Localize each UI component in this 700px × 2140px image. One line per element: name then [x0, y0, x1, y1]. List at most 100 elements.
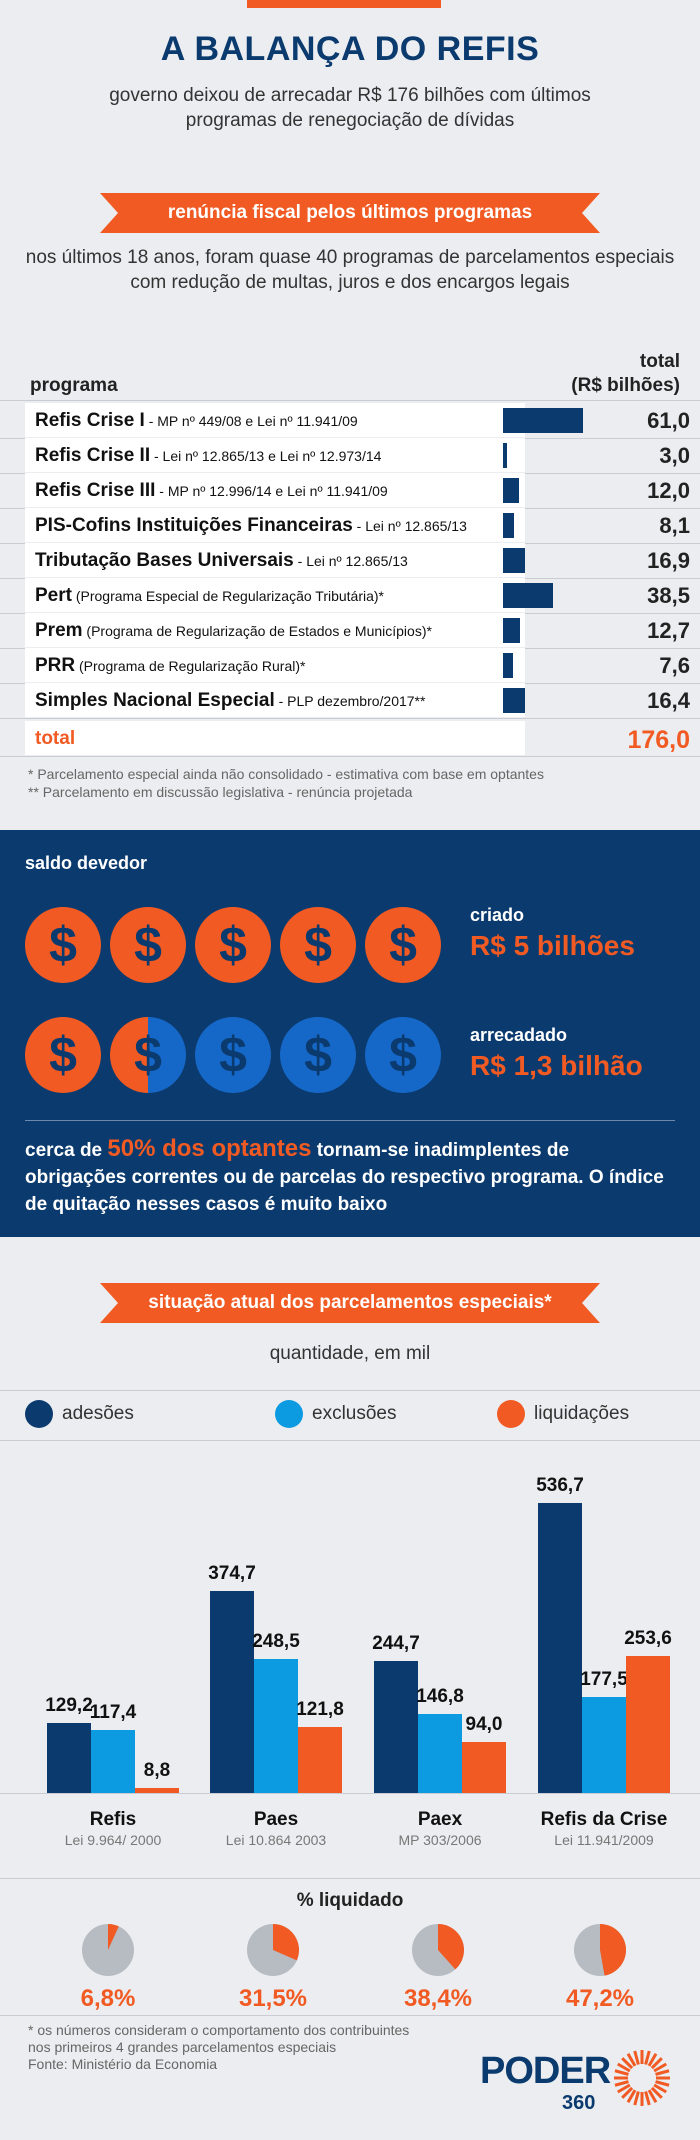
sunburst-ray	[633, 2050, 640, 2065]
sunburst-ray	[650, 2086, 663, 2099]
column-header-total-line2: (R$ bilhões)	[571, 375, 680, 396]
bar-value-label: 117,4	[89, 1701, 137, 1723]
saldo-text-post: tornam-se inadimplentes de obrigações co…	[25, 1140, 664, 1215]
program-name: PRR	[35, 655, 76, 676]
pie-part-slice	[600, 1924, 627, 1976]
program-law: - PLP dezembro/2017**	[274, 693, 426, 709]
program-name: Pert	[35, 585, 72, 606]
bar-value-label: 536,7	[536, 1475, 584, 1496]
group-name: Refis	[89, 1809, 137, 1830]
sunburst-ray	[647, 2053, 658, 2067]
table-row: Refis Crise III - MP nº 12.996/14 e Lei …	[0, 473, 700, 509]
saldo-text: cerca de 50% dos optantes tornam-se inad…	[25, 1135, 675, 1218]
dollar-coin-icon: $	[280, 1017, 356, 1093]
program-law: (Programa Especial de Regularização Trib…	[71, 588, 385, 604]
bar-value-label: 177,5	[580, 1669, 628, 1691]
row-background	[25, 543, 525, 577]
program-label: Simples Nacional Especial - PLP dezembro…	[35, 690, 425, 712]
ribbon-text: situação atual dos parcelamentos especia…	[148, 1292, 552, 1313]
program-law: - Lei nº 12.865/13	[293, 553, 408, 569]
note-2: ** Parcelamento em discussão legislativa…	[28, 784, 413, 800]
bar-adesões	[374, 1660, 418, 1793]
legend-bottom-divider	[0, 1440, 700, 1441]
bar-value-label: 8,8	[143, 1760, 171, 1782]
total-row: total 176,0	[0, 721, 700, 757]
column-header-program: programa	[30, 375, 118, 396]
value-bar	[503, 443, 507, 468]
logo-text: PODER	[480, 2050, 611, 2092]
bar-value-label: 244,7	[372, 1632, 420, 1654]
value-bar	[503, 688, 525, 713]
bar-adesões	[538, 1503, 582, 1793]
bar-adesões	[47, 1723, 91, 1793]
pie-chart	[82, 1924, 134, 1976]
pie-part-slice	[273, 1924, 300, 1961]
program-law: - Lei nº 12.865/13	[352, 518, 467, 534]
section-ribbon-renuncia: renúncia fiscal pelos últimos programas	[100, 193, 600, 233]
group-law: Lei 9.964/ 2000	[64, 1832, 162, 1848]
footer-notes: * os números consideram o comportamento …	[28, 2022, 428, 2073]
program-label: Prem (Programa de Regularização de Estad…	[35, 620, 432, 642]
program-value: 38,5	[647, 583, 690, 608]
sunburst-ray	[653, 2083, 667, 2094]
group-label: Paex MP 303/2006	[365, 1808, 515, 1849]
program-label: PRR (Programa de Regularização Rural)*	[35, 655, 305, 677]
group-name: Refis da Crise	[540, 1809, 668, 1830]
bar-value-label: 94,0	[465, 1714, 503, 1736]
sunburst-ray	[653, 2062, 667, 2073]
intro-text: nos últimos 18 anos, foram quase 40 prog…	[25, 247, 675, 293]
sunburst-ray	[621, 2086, 634, 2099]
sunburst-ray	[617, 2083, 631, 2094]
program-label: PIS-Cofins Instituições Financeiras - Le…	[35, 515, 467, 537]
sunburst-ray	[655, 2069, 670, 2076]
dollar-coin-icon: $	[25, 907, 101, 983]
legend-top-divider	[0, 1390, 700, 1391]
sunburst-ray	[647, 2089, 658, 2103]
bar-liquidações	[135, 1788, 179, 1793]
table-row: PRR (Programa de Regularização Rural)* 7,…	[0, 648, 700, 684]
program-law: (Programa de Regularização Rural)*	[75, 658, 306, 674]
table-notes: * Parcelamento especial ainda não consol…	[28, 765, 544, 801]
program-name: Refis Crise III	[35, 480, 156, 501]
row-background	[25, 403, 525, 437]
value-bar	[503, 513, 514, 538]
bar-exclusões	[582, 1697, 626, 1793]
note-1: * Parcelamento especial ainda não consol…	[28, 766, 544, 782]
pie-percent-label: 6,8%	[80, 1985, 136, 2012]
value-bar	[503, 548, 526, 573]
group-label: Refis da Crise Lei 11.941/2009	[529, 1808, 679, 1849]
table-row: Pert (Programa Especial de Regularização…	[0, 578, 700, 614]
program-value: 3,0	[659, 443, 690, 468]
program-law: (Programa de Regularização de Estados e …	[82, 623, 432, 639]
pie-percent-label: 47,2%	[565, 1985, 635, 2012]
row-background	[25, 473, 525, 507]
bar-value-label: 146,8	[416, 1685, 464, 1707]
legend-label-exclusoes: exclusões	[312, 1403, 397, 1424]
program-label: Tributação Bases Universais - Lei nº 12.…	[35, 550, 408, 572]
table-row: Refis Crise II - Lei nº 12.865/13 e Lei …	[0, 438, 700, 474]
bar-value-label: 253,6	[624, 1627, 672, 1649]
row-background	[25, 683, 525, 717]
row-background	[25, 578, 525, 612]
sunburst-ray	[626, 2053, 637, 2067]
bar-liquidações	[626, 1655, 670, 1793]
program-name: Refis Crise II	[35, 445, 151, 466]
footer-divider	[0, 2015, 700, 2016]
program-label: Pert (Programa Especial de Regularização…	[35, 585, 384, 607]
column-header-total: total (R$ bilhões)	[530, 350, 680, 398]
dollar-sign: $	[304, 917, 332, 973]
pie-part-slice	[108, 1924, 119, 1950]
dollar-coin-icon: $	[280, 907, 356, 983]
dollar-sign: $	[389, 917, 417, 973]
page-title: A BALANÇA DO REFIS	[160, 30, 540, 68]
dollar-sign: $	[304, 1027, 332, 1083]
arrecadado-label: arrecadado	[470, 1025, 568, 1045]
pie-chart	[574, 1924, 627, 1976]
program-value: 8,1	[659, 513, 690, 538]
bar-exclusões	[418, 1713, 462, 1793]
pie-percent-label: 38,4%	[403, 1985, 473, 2012]
group-law: Lei 11.941/2009	[554, 1832, 654, 1848]
bar-adesões	[210, 1590, 254, 1793]
bar-liquidações	[298, 1727, 342, 1793]
group-name: Paex	[417, 1809, 463, 1830]
